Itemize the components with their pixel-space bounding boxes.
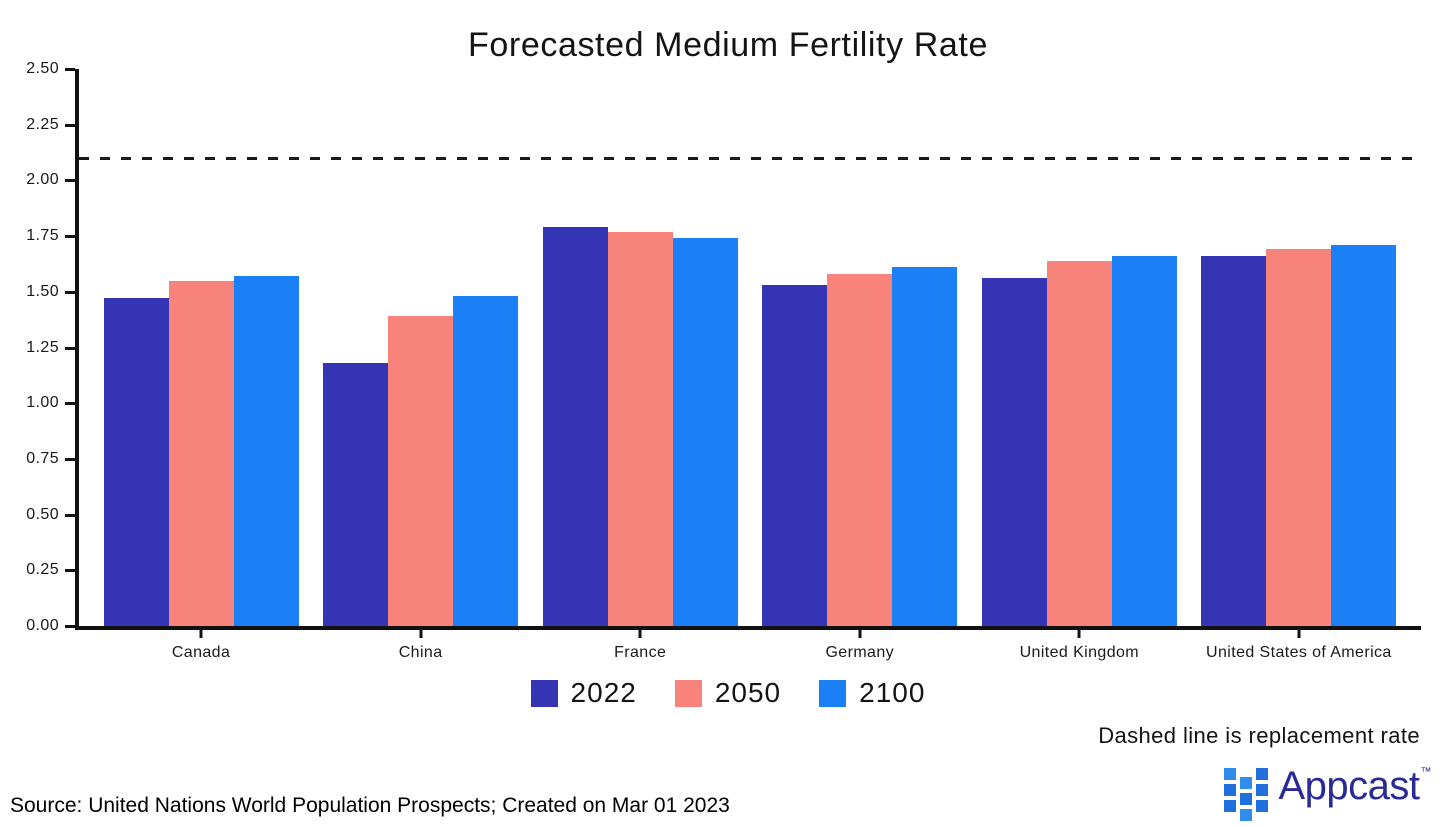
legend-swatch-2050	[674, 679, 702, 707]
bar-germany-2022	[762, 285, 828, 626]
plot-area: Canada China France Germany United Kingdom Un…	[75, 69, 1421, 661]
y-tick-mark	[65, 123, 75, 127]
y-tick-label: 0.00	[26, 617, 59, 634]
bar-group-germany: Germany	[762, 69, 958, 661]
logo-icon-column	[1224, 768, 1237, 821]
bar-group-canada: Canada	[103, 69, 299, 661]
y-tick-label: 1.25	[26, 338, 59, 356]
bar-canada-2022	[103, 298, 169, 626]
x-tick-label: Canada	[171, 644, 231, 661]
y-tick-label: 1.75	[26, 227, 59, 245]
x-tick-label: France	[614, 644, 667, 661]
legend-label: 2022	[570, 677, 637, 708]
y-tick-label: 0.25	[26, 561, 59, 579]
x-tick-mark	[858, 630, 862, 638]
bar-united-states-of-america-2022	[1201, 256, 1267, 626]
y-tick-mark	[65, 68, 75, 71]
bar-china-2100	[453, 296, 519, 626]
bar-group-china: China	[323, 69, 519, 661]
y-tick-mark	[65, 402, 75, 406]
legend-item-2022: 2022	[530, 677, 637, 709]
y-tick-mark	[65, 457, 75, 461]
appcast-logo-wordmark: Appcast™	[1278, 764, 1432, 808]
bar-united-kingdom-2100	[1111, 256, 1177, 626]
bar-france-2050	[607, 231, 673, 626]
bar-china-2050	[388, 316, 454, 626]
logo-icon-square	[1224, 768, 1237, 780]
y-tick-label: 0.50	[26, 505, 59, 523]
legend: 2022 2050 2100	[0, 677, 1456, 709]
bar-united-kingdom-2022	[981, 278, 1047, 626]
x-tick-mark	[199, 630, 203, 638]
y-tick-label: 1.50	[26, 282, 59, 300]
bar-canada-2100	[233, 276, 299, 626]
logo-icon-column	[1256, 768, 1269, 821]
appcast-logo-icon	[1224, 768, 1269, 821]
replacement-rate-dashed-line	[79, 157, 1421, 161]
legend-swatch-2100	[819, 679, 847, 707]
y-tick-mark	[65, 346, 75, 350]
x-tick-mark	[1297, 630, 1301, 638]
bar-germany-2100	[892, 267, 958, 626]
x-tick-mark	[1077, 630, 1081, 638]
y-tick-label: 0.75	[26, 449, 59, 467]
bar-united-kingdom-2050	[1046, 260, 1112, 626]
logo-icon-square	[1256, 800, 1269, 812]
bar-united-states-of-america-2100	[1331, 245, 1397, 626]
bar-france-2022	[542, 227, 608, 626]
trademark-symbol: ™	[1420, 766, 1432, 778]
replacement-rate-note: Dashed line is replacement rate	[1098, 723, 1420, 748]
appcast-logo: Appcast™	[1224, 764, 1432, 821]
logo-icon-square	[1240, 809, 1253, 821]
logo-icon-square	[1240, 777, 1253, 789]
logo-icon-square	[1240, 793, 1253, 805]
bar-united-states-of-america-2050	[1266, 249, 1332, 626]
x-tick-label: China	[398, 644, 443, 661]
y-tick-label: 2.00	[26, 171, 59, 189]
y-tick-mark	[65, 513, 75, 517]
x-tick-mark	[638, 630, 642, 638]
y-tick-label: 1.00	[26, 394, 59, 412]
y-tick-mark	[65, 625, 75, 628]
legend-label: 2050	[714, 677, 782, 708]
legend-item-2050: 2050	[674, 677, 782, 709]
appcast-brand-text: Appcast	[1278, 764, 1420, 808]
legend-label: 2100	[859, 677, 926, 708]
bars-container: Canada China France Germany United Kingdom Un…	[79, 69, 1421, 661]
x-tick-label: United States of America	[1206, 644, 1392, 661]
y-tick-mark	[65, 235, 75, 239]
source-text: Source: United Nations World Population …	[10, 794, 730, 817]
x-tick-mark	[419, 630, 423, 638]
y-tick-label: 2.50	[26, 60, 59, 77]
bar-group-united-kingdom: United Kingdom	[981, 69, 1177, 661]
x-tick-label: Germany	[825, 644, 895, 661]
x-tick-label: United Kingdom	[1019, 644, 1140, 661]
y-axis: 0.00 0.25 0.50 0.75 1.00 1.25 1.50 1.75 2.00 2.25…	[0, 60, 75, 634]
legend-item-2100: 2100	[819, 677, 925, 709]
bar-group-france: France	[542, 69, 738, 661]
logo-icon-square	[1256, 768, 1269, 780]
bar-france-2100	[672, 238, 738, 626]
chart-title: Forecasted Medium Fertility Rate	[468, 26, 988, 64]
bar-group-united-states-of-america: United States of America	[1201, 69, 1397, 661]
bar-canada-2050	[168, 280, 234, 626]
y-tick-mark	[65, 179, 75, 183]
bar-china-2022	[323, 363, 389, 626]
logo-icon-square	[1224, 800, 1237, 812]
y-tick-mark	[65, 290, 75, 294]
logo-icon-column	[1240, 777, 1253, 821]
logo-icon-square	[1256, 784, 1269, 796]
bar-germany-2050	[827, 273, 893, 626]
y-tick-mark	[65, 569, 75, 573]
y-tick-label: 2.25	[26, 115, 59, 133]
legend-swatch-2022	[530, 679, 558, 707]
logo-icon-square	[1224, 784, 1237, 796]
